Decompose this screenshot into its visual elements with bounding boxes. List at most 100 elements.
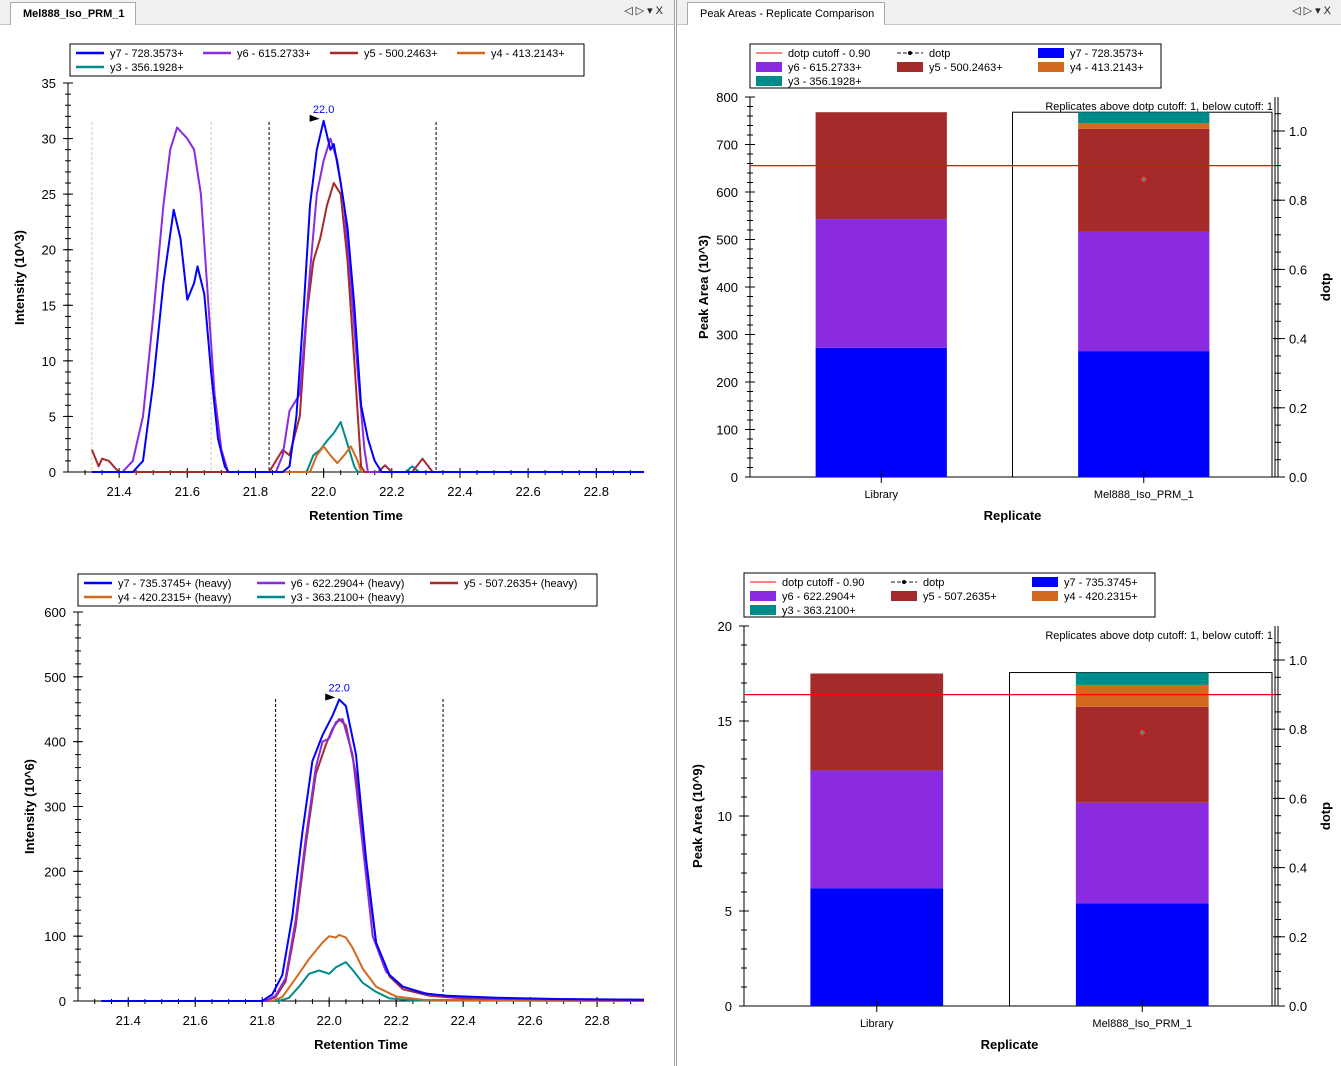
dotp-point-icon [1137, 727, 1147, 738]
y-tick-label: 0 [59, 994, 66, 1009]
bar-segment-y6 [1075, 802, 1209, 904]
chrom-light-chart: y7 - 728.3573+ y6 - 615.2733+ y5 - 500.246… [12, 43, 644, 523]
bar-segment-y6 [1078, 231, 1210, 352]
legend-label: y4 - 413.2143+ [1070, 62, 1144, 74]
legend-swatch-y5 [891, 591, 917, 601]
scroll-right-icon[interactable]: ▷ [635, 5, 648, 17]
legend-dotp-marker-icon [908, 51, 912, 55]
bar-segment-y6 [815, 219, 947, 348]
legend-label: y3 - 356.1928+ [788, 76, 862, 88]
peak-area-charts[interactable]: dotp cutoff - 0.90 dotp y7 - 728.3573+ y6 -… [677, 0, 1341, 1066]
scroll-left-icon[interactable]: ◁ [1292, 5, 1304, 17]
y-axis-title: Intensity (10^3) [12, 230, 27, 325]
y2-tick-label: 0.4 [1289, 861, 1307, 876]
legend-label-y5: y5 - 500.2463+ [364, 48, 438, 60]
y-tick-label: 100 [44, 929, 66, 944]
y-tick-label: 5 [49, 409, 56, 424]
bar-segment-y6 [810, 770, 944, 889]
dotp-summary-annotation: Replicates above dotp cutoff: 1, below c… [1045, 630, 1273, 642]
y-tick-label: 100 [716, 423, 738, 438]
y-tick-label: 20 [718, 619, 732, 634]
legend-swatch-y7 [1032, 577, 1058, 587]
x-tick-label: Library [860, 1018, 894, 1030]
y-tick-label: 30 [42, 132, 56, 147]
x-tick-label: 21.6 [175, 484, 200, 499]
series-line-y6 [101, 718, 645, 1002]
y2-tick-label: 0.4 [1289, 332, 1307, 347]
x-tick-label: 22.6 [515, 484, 540, 499]
peak-rt-label: 22.0 [313, 104, 334, 116]
legend-label-y6: y6 - 615.2733+ [237, 48, 311, 60]
series-line-y4 [91, 445, 644, 473]
legend-label: y6 - 622.2904+ [782, 591, 856, 603]
peak-marker-icon [309, 114, 320, 122]
legend-swatch-y3 [756, 76, 782, 86]
y2-tick-label: 1.0 [1289, 653, 1307, 668]
legend-label: y7 - 728.3573+ [1070, 48, 1144, 60]
bar-segment-y3 [1078, 112, 1210, 124]
x-tick-label: 21.8 [250, 1013, 275, 1028]
legend-label-y7: y7 - 735.3745+ (heavy) [118, 578, 231, 590]
y-tick-label: 200 [716, 375, 738, 390]
x-axis-title: Replicate [984, 508, 1042, 523]
x-tick-label: 22.0 [311, 484, 336, 499]
x-tick-label: 22.2 [379, 484, 404, 499]
series-line-y5 [101, 718, 645, 1002]
close-icon[interactable]: X [1323, 5, 1334, 17]
y-tick-label: 700 [716, 138, 738, 153]
areas-heavy-chart: dotp cutoff - 0.90 dotp y7 - 735.3745+ y6 -… [690, 572, 1333, 1052]
y-tick-label: 200 [44, 864, 66, 879]
legend-label-y3: y3 - 363.2100+ (heavy) [291, 592, 404, 604]
tab-chromatogram[interactable]: Mel888_Iso_PRM_1 [10, 2, 136, 25]
bar-segment-y5 [810, 673, 944, 771]
legend-box [743, 572, 1156, 618]
close-icon[interactable]: X [655, 5, 666, 17]
legend-swatch-y5 [897, 62, 923, 72]
y-tick-label: 0 [731, 470, 738, 485]
bar-segment-y3 [1075, 672, 1209, 685]
y2-tick-label: 0.8 [1289, 722, 1307, 737]
legend-swatch-y6 [750, 591, 776, 601]
x-tick-label: Mel888_Iso_PRM_1 [1094, 489, 1194, 501]
y-axis-title: Peak Area (10^9) [690, 764, 705, 868]
y2-tick-label: 0.6 [1289, 262, 1307, 277]
x-tick-label: 21.6 [183, 1013, 208, 1028]
dotp-point-icon [1139, 174, 1149, 185]
x-tick-label: 22.4 [450, 1013, 475, 1028]
chromatogram-pane: Mel888_Iso_PRM_1 ◁▷▾X y7 - 728.3573+ y6 -… [0, 0, 675, 1066]
dropdown-icon[interactable]: ▾ [647, 5, 656, 17]
legend-label: y3 - 363.2100+ [782, 605, 856, 617]
legend: y7 - 728.3573+ y6 - 615.2733+ y5 - 500.246… [69, 43, 585, 77]
legend-swatch-y4 [1032, 591, 1058, 601]
y-tick-label: 25 [42, 187, 56, 202]
legend-box [749, 43, 1162, 89]
legend-swatch-y3 [750, 605, 776, 615]
legend-swatch-y6 [756, 62, 782, 72]
y-tick-label: 15 [42, 298, 56, 313]
y-tick-label: 500 [716, 233, 738, 248]
legend-swatch-y4 [1038, 62, 1064, 72]
bar-segment-y4 [1075, 684, 1209, 707]
dropdown-icon[interactable]: ▾ [1315, 5, 1324, 17]
y2-tick-label: 0.2 [1289, 930, 1307, 945]
legend-box [69, 43, 585, 77]
y-tick-label: 400 [716, 280, 738, 295]
legend-label: dotp cutoff - 0.90 [788, 48, 870, 60]
y-tick-label: 0 [49, 465, 56, 480]
y-tick-label: 300 [44, 800, 66, 815]
tab-peak-areas[interactable]: Peak Areas - Replicate Comparison [687, 2, 886, 25]
scroll-right-icon[interactable]: ▷ [1303, 5, 1316, 17]
chromatogram-charts[interactable]: y7 - 728.3573+ y6 - 615.2733+ y5 - 500.246… [0, 0, 674, 1066]
scroll-left-icon[interactable]: ◁ [624, 5, 636, 17]
legend-label: dotp [929, 48, 950, 60]
x-tick-label: 22.8 [584, 484, 609, 499]
legend-label: y5 - 507.2635+ [923, 591, 997, 603]
legend-label: y5 - 500.2463+ [929, 62, 1003, 74]
y2-tick-label: 0.2 [1289, 401, 1307, 416]
series-line-y3 [91, 421, 644, 473]
y2-tick-label: 1.0 [1289, 124, 1307, 139]
legend: dotp cutoff - 0.90 dotp y7 - 735.3745+ y6 -… [743, 572, 1156, 618]
x-tick-label: 21.8 [243, 484, 268, 499]
y-tick-label: 35 [42, 76, 56, 91]
x-tick-label: 22.4 [447, 484, 472, 499]
